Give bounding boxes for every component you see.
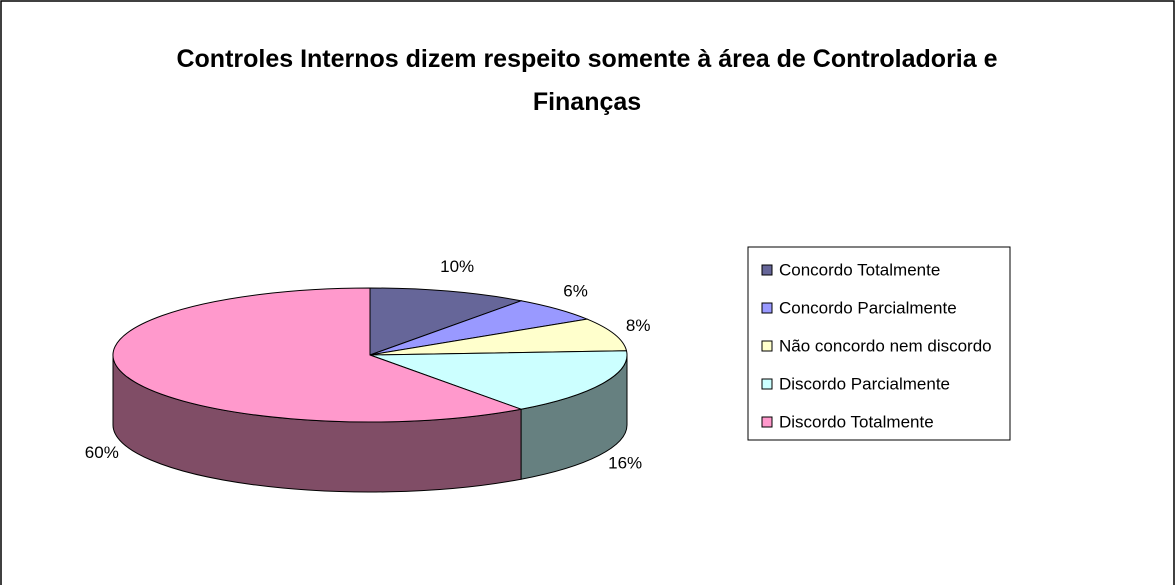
legend-swatch [761, 378, 773, 390]
data-label: 8% [626, 316, 651, 335]
legend-label: Concordo Totalmente [779, 260, 940, 279]
legend-swatch [761, 264, 773, 276]
legend-swatch [761, 416, 773, 428]
data-label: 60% [85, 443, 119, 462]
legend-swatch [761, 302, 773, 314]
data-label: 10% [440, 257, 474, 276]
legend-label: Não concordo nem discordo [779, 336, 992, 355]
chart-title: Controles Internos dizem respeito soment… [176, 45, 998, 116]
data-label: 16% [608, 454, 642, 473]
legend-label: Discordo Parcialmente [779, 374, 950, 393]
legend-label: Discordo Totalmente [779, 412, 934, 431]
legend-box [747, 246, 1011, 441]
legend-swatch [761, 340, 773, 352]
pie-slice [112, 287, 523, 423]
pie-slice [369, 350, 628, 410]
data-label: 6% [563, 282, 588, 301]
pie-slice [369, 318, 628, 356]
pie-slice [369, 287, 523, 356]
legend-label: Concordo Parcialmente [779, 298, 957, 317]
